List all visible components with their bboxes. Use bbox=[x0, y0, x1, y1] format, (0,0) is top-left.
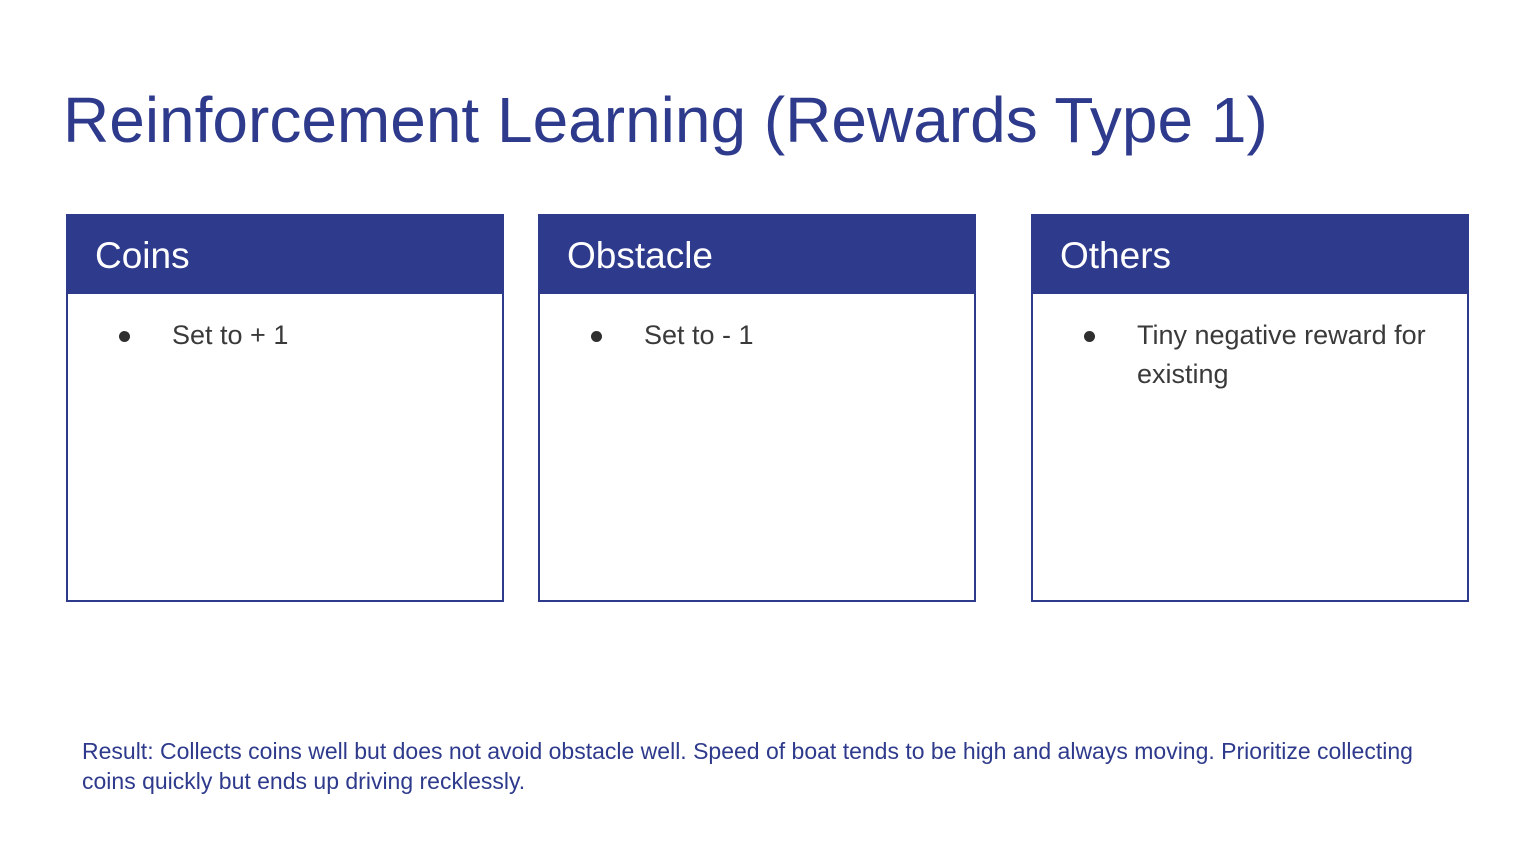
card-list-others: Tiny negative reward for existing bbox=[1033, 316, 1467, 394]
list-item-text: Tiny negative reward for existing bbox=[1137, 320, 1426, 389]
result-text: Result: Collects coins well but does not… bbox=[82, 738, 1413, 794]
list-item: Tiny negative reward for existing bbox=[1033, 316, 1467, 394]
card-header-coins: Coins bbox=[68, 216, 502, 294]
bullet-icon bbox=[1084, 331, 1095, 342]
slide-title: Reinforcement Learning (Rewards Type 1) bbox=[63, 84, 1268, 156]
card-list-obstacle: Set to - 1 bbox=[540, 316, 974, 355]
card-header-obstacle: Obstacle bbox=[540, 216, 974, 294]
card-others: Others Tiny negative reward for existing bbox=[1031, 214, 1469, 602]
list-item-text: Set to - 1 bbox=[644, 320, 754, 350]
list-item-text: Set to + 1 bbox=[172, 320, 289, 350]
card-body-others: Tiny negative reward for existing bbox=[1033, 294, 1467, 394]
card-body-coins: Set to + 1 bbox=[68, 294, 502, 355]
card-header-others: Others bbox=[1033, 216, 1467, 294]
card-coins: Coins Set to + 1 bbox=[66, 214, 504, 602]
list-item: Set to + 1 bbox=[68, 316, 502, 355]
card-obstacle: Obstacle Set to - 1 bbox=[538, 214, 976, 602]
card-body-obstacle: Set to - 1 bbox=[540, 294, 974, 355]
bullet-icon bbox=[119, 331, 130, 342]
card-list-coins: Set to + 1 bbox=[68, 316, 502, 355]
bullet-icon bbox=[591, 331, 602, 342]
list-item: Set to - 1 bbox=[540, 316, 974, 355]
